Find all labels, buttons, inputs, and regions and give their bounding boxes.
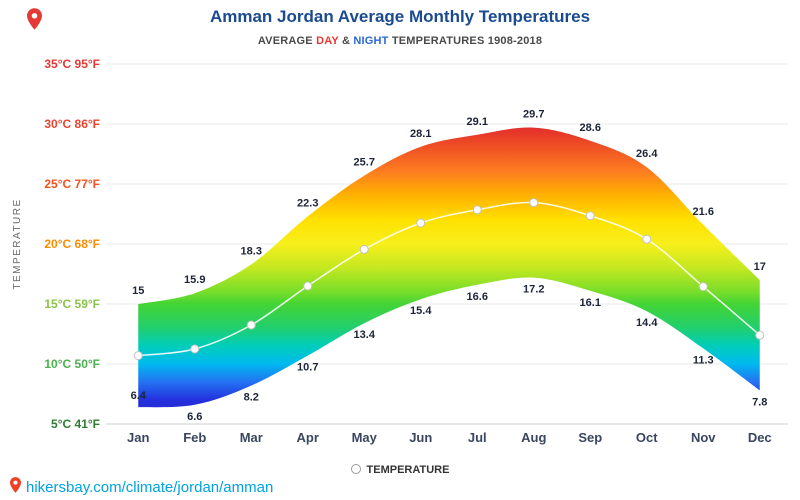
day-value-label: 15	[132, 285, 144, 297]
day-value-label: 28.1	[410, 128, 431, 140]
day-value-label: 29.7	[523, 109, 544, 121]
subtitle-prefix: AVERAGE	[257, 35, 317, 47]
x-tick-label: Mar	[240, 430, 263, 445]
mean-marker	[416, 218, 426, 228]
mean-marker	[698, 282, 708, 292]
night-value-label: 16.6	[467, 291, 488, 303]
night-value-label: 6.4	[131, 390, 147, 402]
x-tick-label: May	[352, 430, 378, 445]
x-tick-label: Sep	[578, 430, 602, 445]
night-value-label: 16.1	[580, 297, 601, 309]
night-value-label: 10.7	[297, 362, 318, 374]
mean-marker	[755, 330, 765, 340]
day-value-label: 25.7	[354, 157, 375, 169]
x-tick-label: Dec	[748, 430, 772, 445]
day-value-label: 29.1	[467, 116, 488, 128]
subtitle-suffix: TEMPERATURES 1908-2018	[388, 35, 543, 47]
y-tick-label: 20°C 68°F	[44, 237, 100, 251]
subtitle-amp: &	[338, 35, 354, 47]
x-tick-label: Jun	[409, 430, 432, 445]
footer-pin-icon	[10, 477, 21, 498]
legend-marker-icon	[350, 464, 361, 474]
mean-marker	[529, 198, 539, 208]
day-value-label: 18.3	[241, 245, 262, 257]
x-tick-label: Nov	[691, 430, 716, 445]
subtitle-day: DAY	[316, 35, 339, 47]
day-value-label: 28.6	[580, 122, 601, 134]
night-value-label: 14.4	[636, 317, 658, 329]
y-axis-title: TEMPERATURE	[12, 198, 23, 289]
night-value-label: 17.2	[523, 284, 544, 296]
x-tick-label: Oct	[636, 430, 658, 445]
x-tick-label: Feb	[183, 430, 206, 445]
x-tick-label: Jan	[127, 430, 149, 445]
location-pin-icon	[27, 8, 42, 35]
mean-marker	[585, 211, 595, 221]
y-tick-label: 5°C 41°F	[51, 417, 100, 431]
night-value-label: 13.4	[354, 329, 376, 341]
temperature-chart: 35°C 95°F 30°C 86°F 25°C 77°F 20°C 68°F 15°C…	[12, 57, 788, 445]
footer-link[interactable]: hikersbay.com/climate/jordan/amman	[26, 479, 274, 496]
x-tick-label: Jul	[468, 430, 487, 445]
chart-subtitle: AVERAGE DAY & NIGHT TEMPERATURES 1908-20…	[0, 35, 800, 47]
mean-marker	[133, 351, 143, 361]
legend-label: TEMPERATURE	[366, 464, 450, 476]
x-tick-label: Aug	[521, 430, 546, 445]
night-value-label: 11.3	[693, 354, 714, 366]
mean-marker	[303, 281, 313, 291]
day-value-label: 21.6	[693, 206, 714, 218]
mean-marker	[246, 320, 256, 330]
y-tick-label: 25°C 77°F	[44, 177, 100, 191]
day-value-label: 17	[754, 261, 766, 273]
legend-item-temperature[interactable]: TEMPERATURE	[0, 464, 800, 476]
footer: hikersbay.com/climate/jordan/amman	[10, 477, 273, 498]
day-value-label: 15.9	[184, 274, 205, 286]
mean-marker	[472, 205, 482, 215]
day-value-label: 22.3	[297, 197, 318, 209]
temperature-band	[138, 127, 760, 408]
night-value-label: 7.8	[752, 396, 767, 408]
day-value-label: 26.4	[636, 148, 658, 160]
night-value-label: 8.2	[244, 392, 259, 404]
subtitle-night: NIGHT	[353, 35, 389, 47]
chart-title: Amman Jordan Average Monthly Temperature…	[209, 7, 591, 26]
y-tick-label: 30°C 86°F	[44, 117, 100, 131]
x-tick-label: Apr	[297, 430, 319, 445]
mean-marker	[359, 244, 369, 254]
y-tick-label: 15°C 59°F	[44, 297, 100, 311]
night-value-label: 15.4	[410, 305, 432, 317]
mean-marker	[642, 234, 652, 244]
y-tick-label: 35°C 95°F	[44, 57, 100, 71]
mean-marker	[190, 344, 200, 354]
y-tick-label: 10°C 50°F	[44, 357, 100, 371]
night-value-label: 6.6	[187, 411, 202, 423]
